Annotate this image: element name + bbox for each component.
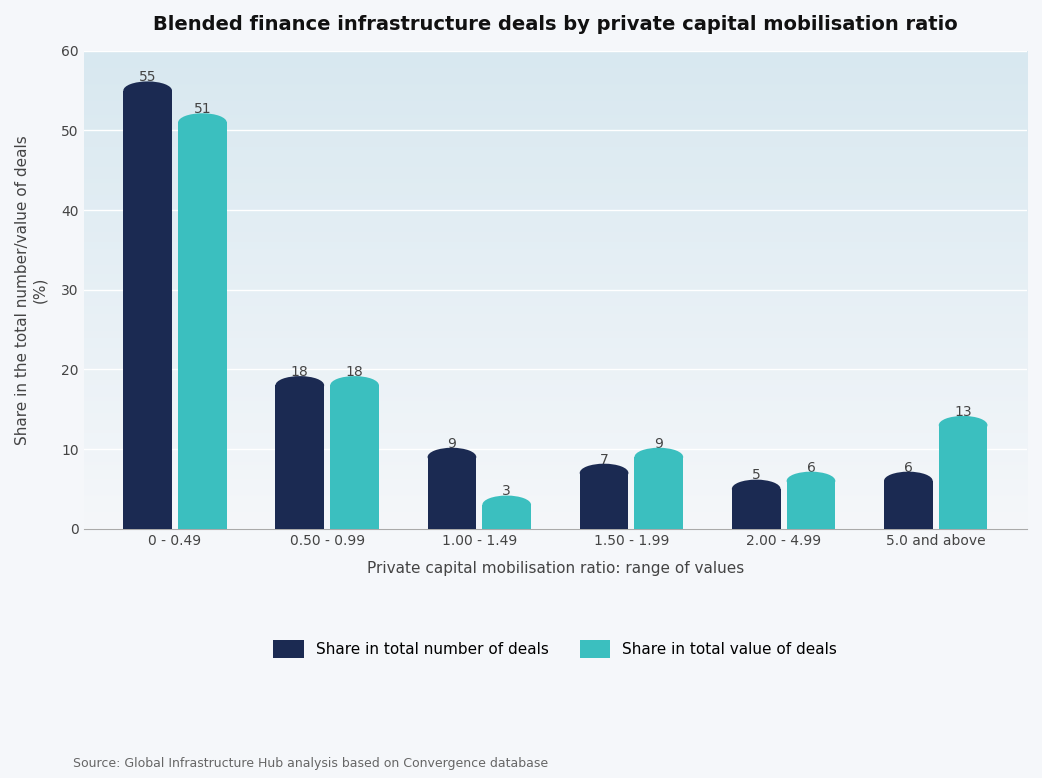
Ellipse shape xyxy=(731,479,780,498)
Text: 3: 3 xyxy=(502,485,511,499)
Bar xyxy=(787,482,836,529)
Ellipse shape xyxy=(275,376,324,394)
Bar xyxy=(427,457,476,458)
Text: 55: 55 xyxy=(139,70,156,84)
Ellipse shape xyxy=(579,464,628,482)
X-axis label: Private capital mobilisation ratio: range of values: Private capital mobilisation ratio: rang… xyxy=(367,562,744,576)
Text: 7: 7 xyxy=(600,453,609,467)
Bar xyxy=(579,475,628,529)
Bar xyxy=(330,387,379,529)
Text: 9: 9 xyxy=(654,436,664,450)
Text: 6: 6 xyxy=(807,461,816,475)
Bar xyxy=(731,489,780,490)
Ellipse shape xyxy=(939,416,988,434)
Bar xyxy=(731,490,780,529)
Text: 18: 18 xyxy=(346,365,364,379)
Text: 5: 5 xyxy=(752,468,761,482)
Bar xyxy=(275,387,324,529)
Ellipse shape xyxy=(330,376,379,394)
Bar xyxy=(884,482,933,529)
Bar xyxy=(123,92,172,529)
Legend: Share in total number of deals, Share in total value of deals: Share in total number of deals, Share in… xyxy=(268,633,843,664)
Text: 9: 9 xyxy=(447,436,456,450)
Bar xyxy=(635,458,684,529)
Text: 18: 18 xyxy=(291,365,308,379)
Ellipse shape xyxy=(884,471,933,490)
Title: Blended finance infrastructure deals by private capital mobilisation ratio: Blended finance infrastructure deals by … xyxy=(153,15,958,34)
Bar xyxy=(330,385,379,387)
Bar xyxy=(579,473,628,475)
Bar xyxy=(482,505,531,506)
Bar xyxy=(482,506,531,529)
Bar xyxy=(178,124,227,529)
Ellipse shape xyxy=(427,448,476,466)
Bar xyxy=(787,481,836,482)
Bar xyxy=(427,458,476,529)
Text: 51: 51 xyxy=(194,102,212,116)
Ellipse shape xyxy=(787,471,836,490)
Text: 6: 6 xyxy=(903,461,913,475)
Ellipse shape xyxy=(482,496,531,514)
Bar xyxy=(178,122,227,124)
Bar xyxy=(939,425,988,426)
Bar xyxy=(123,90,172,92)
Ellipse shape xyxy=(178,114,227,131)
Text: 13: 13 xyxy=(954,405,972,419)
Bar xyxy=(884,481,933,482)
Y-axis label: Share in the total number/value of deals
(%): Share in the total number/value of deals… xyxy=(15,135,47,445)
Bar xyxy=(275,385,324,387)
Bar xyxy=(939,426,988,529)
Ellipse shape xyxy=(123,82,172,100)
Bar xyxy=(635,457,684,458)
Text: Source: Global Infrastructure Hub analysis based on Convergence database: Source: Global Infrastructure Hub analys… xyxy=(73,757,548,770)
Ellipse shape xyxy=(635,448,684,466)
